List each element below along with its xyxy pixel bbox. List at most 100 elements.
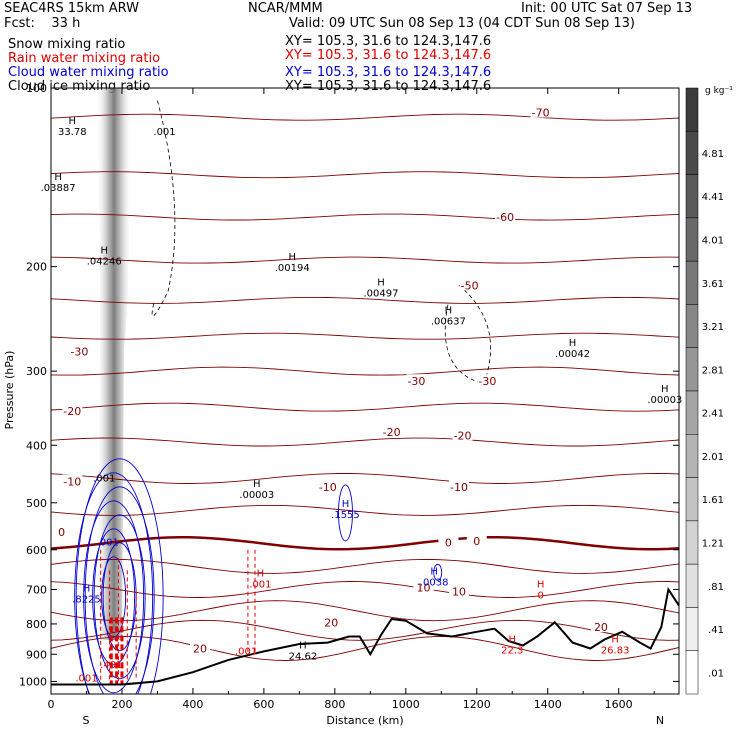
forecast-hour: Fcst: 33 h	[4, 16, 81, 31]
temperature-contour	[51, 619, 679, 641]
colorbar: 4.81 4.41 4.01 3.61 3.21 2.81 2.41 2.01 1.61 1.21…	[685, 87, 724, 695]
temperature-contour	[51, 581, 679, 598]
extremum-marker: H	[661, 384, 669, 395]
contour-label-bg	[449, 584, 470, 597]
colorbar-segment	[685, 434, 699, 478]
colorbar-segment	[685, 174, 699, 219]
y-tick-label: 700	[26, 584, 47, 597]
temperature-contour-label: 0	[473, 535, 480, 548]
extremum-marker: H	[342, 499, 350, 510]
contour-label-bg	[449, 479, 470, 492]
contour-label-bg	[321, 615, 342, 628]
terrain-line	[51, 586, 679, 686]
cloud-ice-contour	[151, 100, 176, 317]
colorbar-unit: g kg⁻¹	[705, 86, 733, 96]
field-xy-snow: XY= 105.3, 31.6 to 124.3,147.6	[285, 34, 492, 49]
contour-label-bg	[459, 278, 480, 291]
contour-label-bg	[406, 374, 427, 387]
extremum-marker: H	[611, 635, 619, 646]
contour-label-bg	[51, 524, 72, 537]
contour-label-bg	[69, 344, 90, 357]
y-tick-label: 900	[26, 648, 47, 661]
field-name-snow: Snow mixing ratio	[8, 37, 126, 52]
temperature-contour	[51, 171, 679, 179]
temperature-contour	[51, 296, 679, 304]
colorbar-label: .41	[708, 625, 724, 636]
y-tick-label: 800	[26, 618, 47, 631]
x-tick-label: 400	[182, 698, 203, 711]
y-tick-label: 400	[26, 439, 47, 452]
moisture-contour-label: .001	[153, 127, 175, 138]
extremum-marker: H	[537, 580, 545, 591]
extremum-marker: H	[569, 338, 577, 349]
colorbar-label: .01	[708, 668, 724, 679]
y-tick-label: 200	[26, 261, 47, 274]
temperature-contour-label: -30	[70, 346, 88, 359]
field-xy-cloudice: XY= 105.3, 31.6 to 124.3,147.6	[285, 79, 492, 94]
cloud-water-contour	[74, 472, 154, 694]
colorbar-segment	[685, 260, 699, 305]
cloud-water-contour	[101, 556, 127, 638]
contour-label-bg	[438, 535, 459, 548]
cloud-water-contour	[433, 563, 443, 581]
colorbar-segment	[685, 563, 699, 608]
extremum-value: .8225	[72, 594, 101, 605]
cloud-water-contour	[84, 486, 155, 694]
colorbar-label: 1.21	[702, 539, 724, 550]
temperature-contour	[51, 600, 679, 622]
contour-label-bg	[381, 425, 402, 438]
contour-label-bg	[190, 641, 211, 654]
temperature-contour-label: -20	[454, 429, 472, 442]
x-tick-label: 1400	[534, 698, 562, 711]
extremum-marker: H	[288, 252, 296, 263]
temperature-contour	[51, 558, 679, 574]
cloud-water-contour	[83, 500, 145, 694]
extremum-marker: H	[100, 245, 108, 256]
temperature-contour-label: -50	[461, 279, 479, 292]
moisture-contour-label: .001	[75, 673, 97, 684]
temperature-contour	[51, 536, 679, 551]
temperature-contour	[51, 473, 679, 484]
extremum-value: 22.3	[501, 646, 523, 657]
extremum-value: 33.78	[58, 127, 87, 138]
extremum-marker: H	[430, 566, 438, 577]
extremum-marker: H	[299, 640, 307, 651]
colorbar-segment	[685, 607, 699, 651]
extremum-value: .00003	[239, 490, 274, 501]
colorbar-label: 3.61	[702, 279, 724, 290]
x-tick-label: 200	[111, 698, 132, 711]
x-tick-label: 0	[48, 698, 55, 711]
extremum-value: .1555	[331, 510, 360, 521]
temperature-contour-label: -10	[450, 481, 468, 494]
y-tick-label: 1000	[19, 675, 47, 688]
temperature-contour-label: -30	[407, 375, 425, 388]
colorbar-segment	[685, 304, 699, 348]
contour-label-bg	[452, 428, 473, 441]
extremum-marker: H	[54, 172, 62, 183]
x-tick-label: 1600	[605, 698, 633, 711]
colorbar-segment	[685, 477, 699, 522]
temperature-contour	[51, 213, 679, 221]
colorbar-label: 4.41	[702, 192, 724, 203]
temperature-contour	[51, 437, 679, 447]
extremum-value: 24.62	[289, 651, 318, 662]
extremum-value: .00003	[647, 395, 682, 406]
extremum-marker: H	[253, 479, 261, 490]
temperature-contour-label: 0	[445, 536, 452, 549]
temperature-contour-label: 20	[594, 621, 608, 634]
moisture-contour-label: .001	[93, 473, 115, 484]
contour-label-bg	[413, 580, 434, 593]
colorbar-label: 2.81	[702, 365, 724, 376]
y-tick-label: 100	[26, 82, 47, 95]
extremum-marker: H	[377, 277, 385, 288]
contour-label-bg	[495, 210, 516, 223]
extremum-value: .001	[249, 579, 271, 590]
colorbar-segment	[685, 520, 699, 565]
center-name: NCAR/MMM	[248, 1, 323, 16]
extremum-marker: H	[445, 306, 453, 317]
temperature-contour	[51, 636, 679, 661]
temperature-contour-label: 20	[193, 642, 207, 655]
field-name-rain: Rain water mixing ratio	[8, 51, 161, 66]
x-tick-label: 600	[253, 698, 274, 711]
colorbar-label: 2.41	[702, 409, 724, 420]
